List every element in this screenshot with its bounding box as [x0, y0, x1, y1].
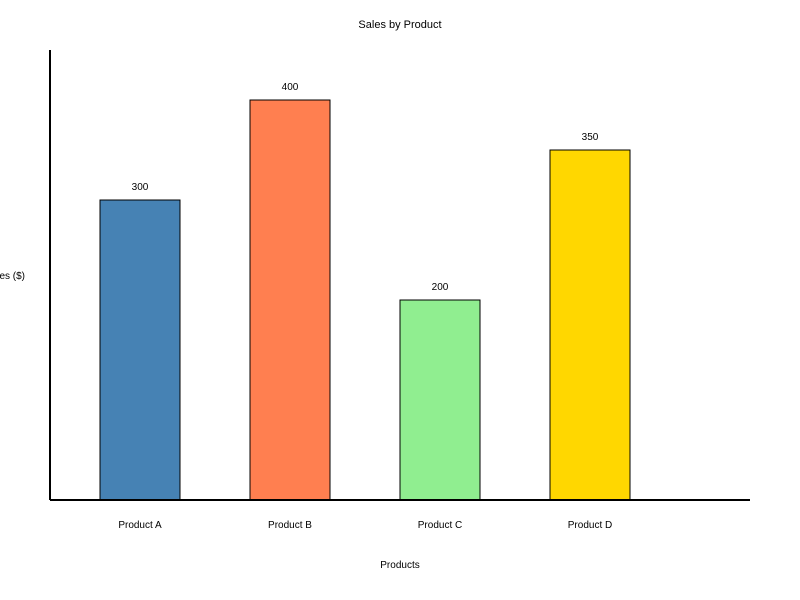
bar-product-a: [99, 199, 181, 501]
bar-product-d: [549, 149, 631, 501]
x-axis-label: Products: [380, 560, 419, 571]
data-label: 350: [582, 132, 599, 143]
chart-title: Sales by Product: [358, 19, 441, 31]
data-label: 300: [132, 182, 149, 193]
x-tick-label: Product B: [268, 520, 312, 531]
data-label: 200: [432, 282, 449, 293]
bar-product-b: [249, 99, 331, 501]
y-axis-label: Sales ($): [0, 271, 25, 282]
bar-product-c: [399, 299, 481, 501]
x-tick-label: Product D: [568, 520, 612, 531]
data-label: 400: [282, 82, 299, 93]
x-tick-label: Product A: [118, 520, 162, 531]
x-tick-label: Product C: [418, 520, 462, 531]
bars-group: 300 Product A 400 Product B 200 Product C 350 P…: [99, 82, 631, 531]
